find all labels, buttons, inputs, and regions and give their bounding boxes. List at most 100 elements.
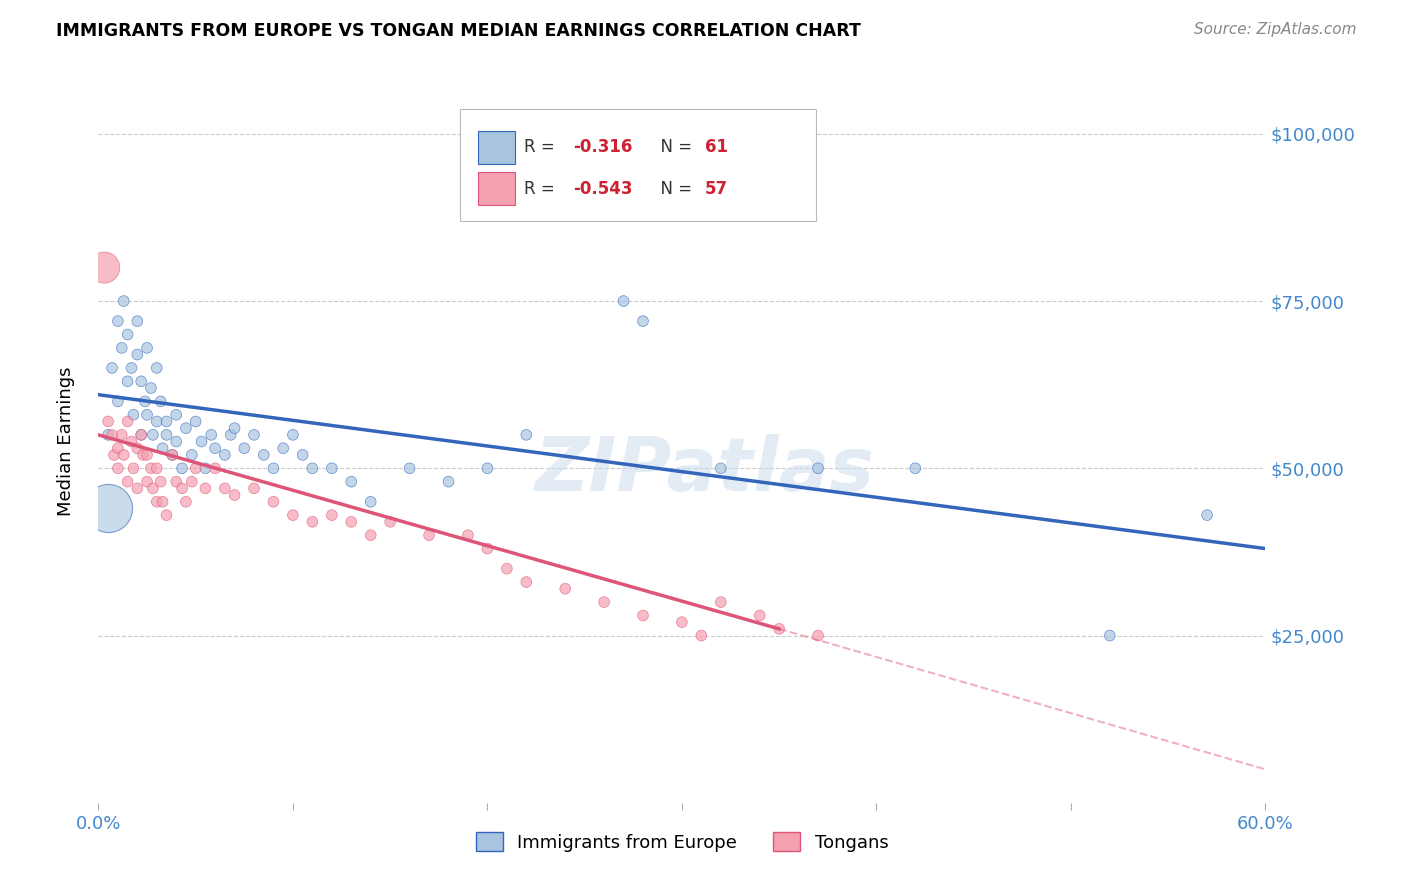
- Point: [253, 448, 276, 462]
- Point: [162, 448, 184, 462]
- Point: [127, 441, 149, 455]
- Point: [107, 394, 129, 409]
- Point: [142, 427, 165, 442]
- Point: [146, 361, 169, 376]
- Point: [134, 394, 156, 409]
- Point: [97, 427, 120, 442]
- Point: [477, 461, 499, 475]
- Point: [631, 608, 654, 623]
- Point: [103, 448, 125, 462]
- Point: [593, 595, 616, 609]
- Point: [807, 628, 830, 642]
- Point: [127, 314, 149, 328]
- Point: [631, 314, 654, 328]
- Point: [132, 448, 155, 462]
- Point: [146, 494, 169, 508]
- Text: -0.316: -0.316: [574, 138, 633, 156]
- Point: [107, 461, 129, 475]
- Point: [129, 375, 152, 389]
- Point: [146, 461, 169, 475]
- Point: [515, 575, 537, 590]
- Point: [136, 475, 159, 489]
- FancyBboxPatch shape: [478, 131, 515, 164]
- Point: [224, 488, 246, 502]
- Point: [170, 461, 193, 475]
- Point: [117, 375, 139, 389]
- Point: [219, 427, 242, 442]
- Point: [194, 461, 217, 475]
- Point: [136, 341, 159, 355]
- Point: [122, 408, 145, 422]
- Point: [155, 414, 177, 428]
- Point: [768, 622, 790, 636]
- Point: [204, 461, 226, 475]
- Point: [291, 448, 314, 462]
- FancyBboxPatch shape: [460, 109, 815, 221]
- Point: [136, 448, 159, 462]
- FancyBboxPatch shape: [478, 172, 515, 205]
- Point: [281, 508, 304, 523]
- Point: [127, 482, 149, 496]
- Text: R =: R =: [524, 179, 561, 198]
- Point: [380, 515, 402, 529]
- Point: [101, 361, 124, 376]
- Point: [214, 448, 236, 462]
- Point: [111, 341, 134, 355]
- Point: [117, 414, 139, 428]
- Point: [224, 421, 246, 435]
- Point: [149, 475, 172, 489]
- Text: IMMIGRANTS FROM EUROPE VS TONGAN MEDIAN EARNINGS CORRELATION CHART: IMMIGRANTS FROM EUROPE VS TONGAN MEDIAN …: [56, 22, 860, 40]
- Y-axis label: Median Earnings: Median Earnings: [56, 367, 75, 516]
- Text: 61: 61: [706, 138, 728, 156]
- Point: [194, 482, 217, 496]
- Point: [170, 482, 193, 496]
- Point: [121, 361, 143, 376]
- Point: [101, 427, 124, 442]
- Point: [243, 482, 266, 496]
- Point: [748, 608, 770, 623]
- Point: [301, 515, 323, 529]
- Point: [155, 508, 177, 523]
- Point: [671, 615, 693, 630]
- Text: ZIPatlas: ZIPatlas: [536, 434, 876, 507]
- Point: [97, 501, 120, 516]
- Point: [162, 448, 184, 462]
- Point: [142, 482, 165, 496]
- Point: [340, 515, 363, 529]
- Point: [243, 427, 266, 442]
- Point: [112, 448, 135, 462]
- Point: [174, 421, 197, 435]
- Point: [93, 260, 115, 275]
- Text: R =: R =: [524, 138, 561, 156]
- Text: 57: 57: [706, 179, 728, 198]
- Point: [360, 528, 382, 542]
- Point: [360, 494, 382, 508]
- Legend: Immigrants from Europe, Tongans: Immigrants from Europe, Tongans: [468, 825, 896, 859]
- Point: [184, 461, 207, 475]
- Point: [1098, 628, 1121, 642]
- Point: [155, 427, 177, 442]
- Point: [321, 461, 343, 475]
- Point: [1195, 508, 1218, 523]
- Point: [174, 494, 197, 508]
- Point: [233, 441, 256, 455]
- Point: [262, 494, 284, 508]
- Point: [271, 441, 294, 455]
- Text: N =: N =: [651, 138, 697, 156]
- Point: [112, 293, 135, 308]
- Point: [904, 461, 927, 475]
- Point: [165, 434, 187, 449]
- Point: [281, 427, 304, 442]
- Point: [200, 427, 222, 442]
- Point: [418, 528, 440, 542]
- Point: [515, 427, 537, 442]
- Point: [477, 541, 499, 556]
- Point: [496, 562, 519, 576]
- Point: [554, 582, 576, 596]
- Point: [129, 427, 152, 442]
- Point: [437, 475, 460, 489]
- Point: [146, 414, 169, 428]
- Point: [165, 475, 187, 489]
- Point: [107, 314, 129, 328]
- Point: [149, 394, 172, 409]
